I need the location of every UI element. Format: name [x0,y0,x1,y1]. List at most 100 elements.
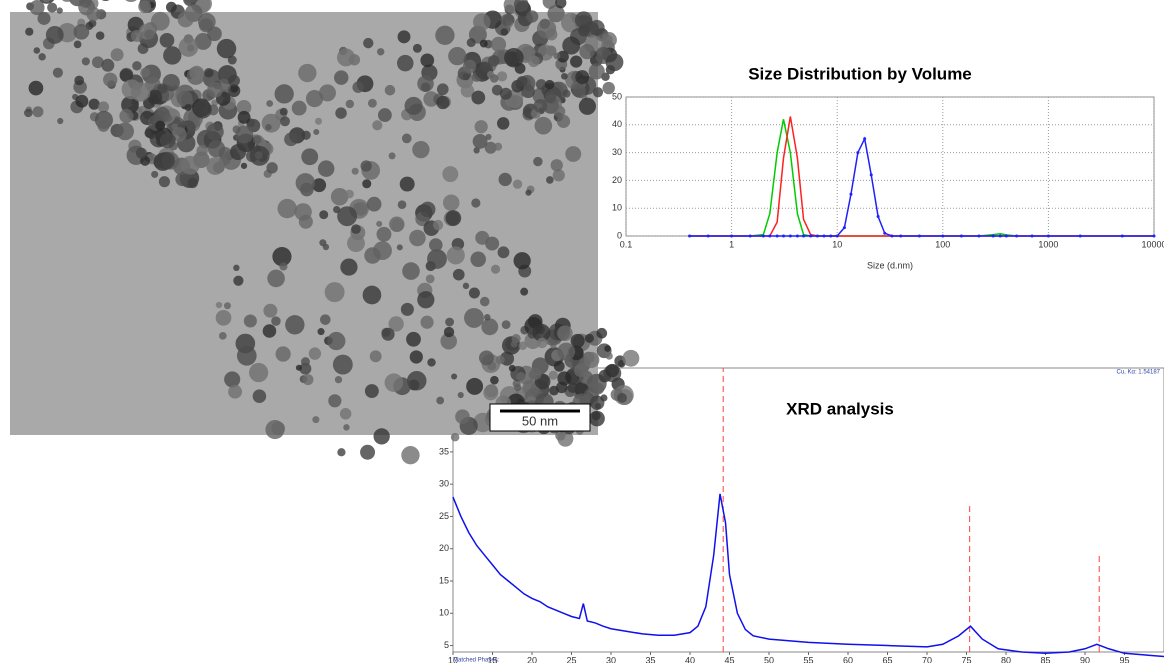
particle [485,133,492,140]
particle [158,176,170,188]
particle [550,159,563,172]
particle [404,96,423,115]
particle [470,251,486,268]
data-point [1120,234,1124,238]
y-tick-label: 30 [439,479,449,489]
particle [457,391,464,399]
particle [362,285,382,305]
particle [592,87,604,98]
particle [75,94,89,108]
y-tick-label: 10 [612,203,622,213]
particle [369,350,382,363]
particle [271,316,281,326]
particle [103,72,118,87]
particle [544,79,555,90]
particle [180,155,200,175]
data-point [781,234,785,238]
particle [360,160,372,172]
particle [376,226,392,242]
particle [308,347,322,360]
data-point [959,234,963,238]
particle [462,59,477,74]
particle [144,29,155,40]
particle [446,246,465,265]
particle [432,219,444,231]
particle [184,0,199,4]
particle [462,73,470,81]
particle [451,373,458,380]
particle [427,358,436,367]
particle [578,97,597,115]
data-point [869,173,873,177]
x-tick-label: 1 [729,239,734,249]
particle [553,360,565,372]
particle [397,30,411,44]
particle [571,83,586,98]
x-tick-label: 100 [935,239,950,249]
particle [388,152,396,160]
particle [471,198,481,208]
particle [228,384,243,399]
data-point [748,234,752,238]
particle [500,28,509,36]
particle [605,352,613,360]
particle [363,37,374,49]
particle [147,89,163,105]
particle [285,315,305,335]
particle [313,128,320,136]
particle [56,7,63,14]
particle [466,377,484,395]
particle [589,395,605,411]
data-point [795,234,799,238]
particle [574,11,593,29]
y-tick-label: 5 [444,640,449,650]
particle [427,249,447,269]
particle [436,95,450,110]
particle [570,55,583,68]
particle [352,81,364,93]
particle [406,331,421,347]
annotation: Matched Phases: [453,658,500,663]
particle [420,315,434,329]
particle [236,100,252,115]
particle [473,147,480,154]
particle [207,26,222,42]
particle [223,302,231,310]
particle [460,83,475,98]
data-point [1030,234,1034,238]
particle [298,63,317,83]
particle [367,98,377,108]
particle [125,0,137,3]
particle [218,331,227,340]
particle [240,162,248,169]
particle [596,327,608,339]
particle [298,214,313,229]
particle [377,108,392,122]
particle [574,363,589,378]
particle [135,147,148,159]
particle [556,114,571,128]
particle [479,39,488,48]
chart-title: Size Distribution by Volume [748,64,972,83]
data-point [788,234,792,238]
particle [95,31,105,40]
particle [224,371,241,388]
particle [228,74,240,87]
particle [301,130,311,140]
particle [557,50,569,63]
particle [119,68,133,83]
particle [291,100,307,116]
particle [204,67,214,78]
data-point [1078,234,1082,238]
particle [401,446,420,465]
particle [25,27,34,36]
particle [462,282,470,290]
plot-frame [625,96,1155,237]
particle [536,337,548,349]
particle [235,125,254,144]
particle [417,75,434,92]
x-tick-label: 80 [1001,655,1011,663]
particle [490,36,507,52]
particle [265,124,272,131]
x-tick-label: 10 [448,655,458,663]
